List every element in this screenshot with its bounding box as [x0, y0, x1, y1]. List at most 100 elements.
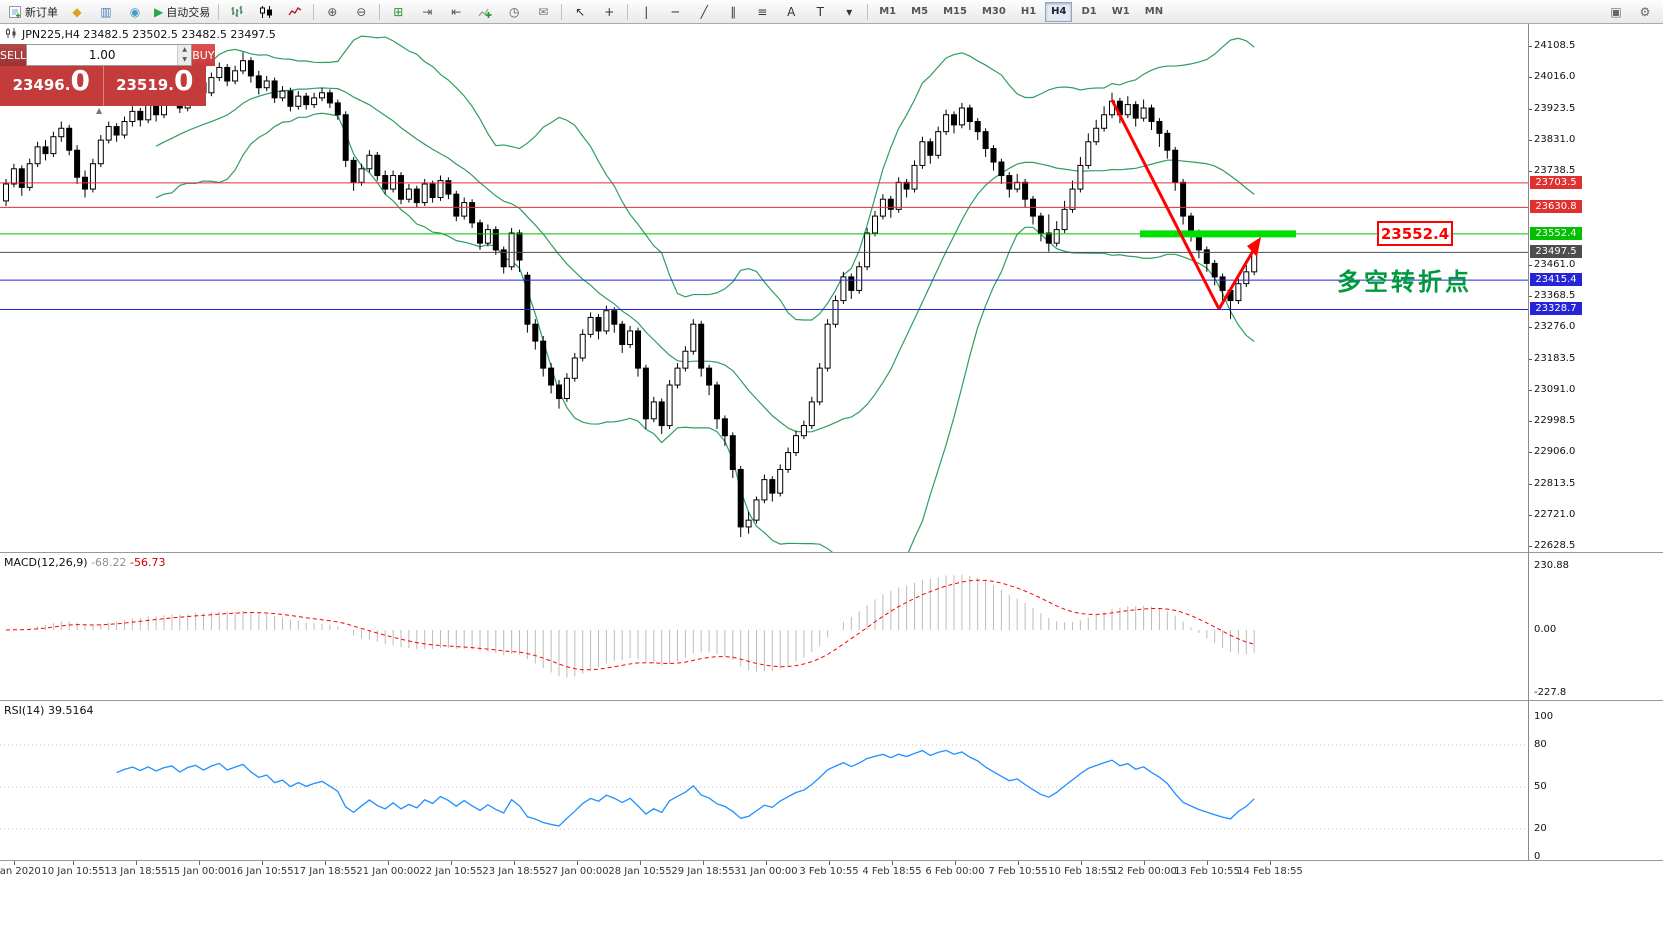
- sell-button[interactable]: SELL: [0, 44, 27, 66]
- channel-icon[interactable]: ∥: [730, 4, 737, 19]
- axis-tick: [1528, 296, 1532, 297]
- new-order-button[interactable]: 新订单: [4, 1, 62, 23]
- time-axis-tick: [703, 861, 704, 865]
- time-axis-tick: [766, 861, 767, 865]
- axis-label: 23091.0: [1534, 383, 1576, 395]
- time-axis-label: 10 Jan 10:55: [41, 866, 105, 877]
- axis-tick: [1528, 139, 1532, 141]
- axis-label: 50: [1534, 781, 1547, 792]
- trend-arrow-down[interactable]: [1110, 99, 1221, 310]
- indicators-icon[interactable]: [471, 1, 499, 23]
- text-icon[interactable]: A: [787, 4, 796, 19]
- trendline-icon[interactable]: ╱: [700, 4, 708, 19]
- pane-divider[interactable]: [0, 700, 1663, 701]
- time-axis-tick: [955, 861, 956, 865]
- price-chart-canvas[interactable]: 23552.4 多空转折点: [0, 24, 1528, 552]
- tile-windows-icon[interactable]: ⊞: [393, 4, 404, 19]
- time-axis-tick: [1018, 861, 1019, 865]
- fibonacci-icon[interactable]: ≡: [757, 4, 768, 19]
- sell-price[interactable]: 23496. 0: [0, 66, 104, 106]
- line-chart-icon[interactable]: [281, 1, 309, 23]
- price-axis-highlight-label: 23497.5: [1530, 245, 1582, 259]
- rsi-indicator-canvas[interactable]: [0, 701, 1528, 859]
- auto-scroll-icon[interactable]: ⇥: [422, 4, 433, 19]
- axis-tick: [1528, 46, 1532, 47]
- volume-increase-button[interactable]: ▲: [178, 45, 192, 55]
- chart-shift-icon[interactable]: ⇤: [451, 4, 462, 19]
- label-icon[interactable]: T: [816, 4, 824, 19]
- axis-label: 23831.0: [1534, 133, 1576, 145]
- autotrading-button[interactable]: ▶ 自动交易: [154, 4, 211, 19]
- axis-tick: [1528, 483, 1532, 485]
- buy-button[interactable]: BUY: [192, 44, 215, 66]
- panel-collapse-icon[interactable]: ▲: [96, 106, 103, 115]
- settings-icon[interactable]: ⚙: [1639, 4, 1651, 19]
- arrow-head-icon: [1247, 237, 1261, 257]
- price-axis-highlight-label: 23328.7: [1530, 302, 1582, 316]
- crosshair-icon[interactable]: +: [604, 4, 615, 19]
- time-axis-label: 13 Jan 18:55: [104, 866, 168, 877]
- time-axis-label: 31 Jan 00:00: [734, 866, 798, 877]
- trend-arrow-up[interactable]: [1217, 250, 1255, 310]
- price-axis-divider: [1528, 24, 1529, 861]
- timeframe-m1-button[interactable]: M1: [879, 6, 897, 17]
- axis-label: 0: [1534, 851, 1541, 862]
- market-watch-icon[interactable]: ▥: [100, 4, 112, 19]
- buy-price[interactable]: 23519. 0: [103, 66, 206, 106]
- toolbar-separator: [379, 3, 381, 20]
- time-axis-tick: [829, 861, 830, 865]
- zoom-in-icon[interactable]: ⊕: [327, 4, 338, 19]
- axis-tick: [1528, 389, 1532, 391]
- timeframe-m30-button[interactable]: M30: [981, 6, 1006, 17]
- fullscreen-icon[interactable]: ▣: [1610, 4, 1622, 19]
- timeframe-h4-button[interactable]: H4: [1045, 1, 1073, 22]
- metaeditor-icon[interactable]: ◆: [72, 4, 82, 19]
- annotation-note[interactable]: 多空转折点: [1337, 268, 1472, 296]
- time-axis-tick: [199, 861, 200, 865]
- timeframe-d1-button[interactable]: D1: [1081, 6, 1097, 17]
- main-toolbar: 新订单 ◆ ▥ ◉ ▶ 自动交易 ⊕ ⊖ ⊞ ⇥ ⇤ ◷ ✉ ↖ + | ─ ╱ ∥ ≡ A T ▾ M1 M5 M15 M30 H1…: [0, 0, 1663, 24]
- time-axis-tick: [1207, 861, 1208, 865]
- timeframe-m5-button[interactable]: M5: [911, 6, 929, 17]
- timeframe-mn-button[interactable]: MN: [1144, 6, 1164, 17]
- time-axis-tick: [388, 861, 389, 865]
- axis-label: 0.00: [1534, 624, 1557, 635]
- pane-divider[interactable]: [0, 552, 1663, 553]
- timeframe-w1-button[interactable]: W1: [1111, 6, 1130, 17]
- axis-label: 23738.5: [1534, 165, 1576, 176]
- cursor-icon[interactable]: ↖: [575, 4, 586, 19]
- macd-title: MACD(12,26,9) -68.22 -56.73: [4, 556, 165, 569]
- bar-chart-icon[interactable]: [223, 1, 251, 23]
- axis-label: 100: [1534, 711, 1554, 722]
- periods-icon[interactable]: ◷: [508, 4, 520, 19]
- macd-value-2: -56.73: [130, 556, 166, 569]
- volume-spinner: ▲ ▼: [177, 45, 192, 65]
- shapes-dropdown-icon[interactable]: ▾: [846, 4, 853, 19]
- axis-label: 24108.5: [1534, 40, 1576, 51]
- time-axis-label: 9 Jan 2020: [0, 866, 41, 877]
- timeframe-h1-button[interactable]: H1: [1020, 6, 1037, 17]
- autotrading-button-label: 自动交易: [166, 5, 211, 19]
- macd-indicator-canvas[interactable]: [0, 553, 1528, 700]
- bollinger-band: [155, 112, 1255, 552]
- chart-header: JPN225,H4 23482.5 23502.5 23482.5 23497.…: [5, 27, 276, 42]
- axis-tick: [1528, 452, 1532, 454]
- time-axis-label: 29 Jan 18:55: [671, 866, 735, 877]
- help-icon[interactable]: ◉: [129, 4, 141, 19]
- macd-name: MACD(12,26,9): [4, 556, 88, 569]
- volume-input[interactable]: [27, 45, 178, 65]
- timeframe-m15-button[interactable]: M15: [943, 6, 967, 17]
- candlestick-chart-icon[interactable]: [252, 1, 280, 23]
- axis-label: -227.8: [1534, 687, 1567, 699]
- bollinger-band: [155, 87, 1255, 433]
- axis-label: 22628.5: [1534, 540, 1576, 551]
- vertical-line-icon[interactable]: |: [644, 4, 649, 19]
- volume-decrease-button[interactable]: ▼: [178, 55, 192, 65]
- chart-window-icon: [5, 27, 17, 42]
- price-axis-highlight-label: 23552.4: [1530, 226, 1582, 240]
- templates-icon[interactable]: ✉: [538, 4, 549, 19]
- price-callout-box[interactable]: [1377, 221, 1453, 246]
- horizontal-line-icon[interactable]: ─: [671, 4, 679, 19]
- zoom-out-icon[interactable]: ⊖: [356, 4, 367, 19]
- toolbar-separator: [627, 3, 629, 20]
